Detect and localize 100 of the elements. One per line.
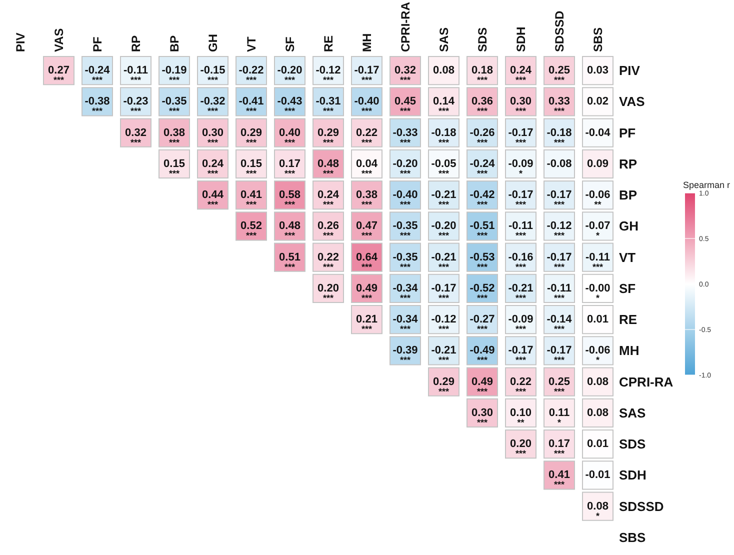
data-label: -0.20 *** (392, 158, 418, 178)
data-label: -0.11 *** (586, 251, 610, 272)
data-label: -0.16 *** (508, 251, 534, 272)
data-label: -0.24 *** (84, 64, 111, 86)
data-label: -0.21 *** (431, 189, 456, 210)
data-label: 0.15 *** (164, 158, 185, 178)
data-label: 0.17 *** (279, 158, 300, 178)
data-label: 0.01 (587, 314, 608, 326)
data-label: -0.09 * (508, 158, 534, 178)
data-label: 0.51 *** (279, 251, 300, 272)
data-label: 0.02 (587, 96, 608, 108)
data-label: 0.17 *** (548, 438, 570, 459)
data-label: -0.11 *** (124, 64, 148, 86)
x-tick-label: SDS (475, 27, 490, 52)
y-tick-label: PIV (619, 63, 640, 78)
data-label: 0.22 *** (356, 126, 378, 148)
x-tick-label: RP (128, 35, 143, 52)
data-label: 0.38 *** (164, 126, 185, 148)
data-label: 0.24 *** (510, 64, 532, 86)
data-label: 0.29 *** (240, 126, 262, 148)
data-label: -0.40 *** (392, 189, 418, 210)
data-label: 0.48 *** (318, 158, 339, 178)
data-label: 0.03 (587, 64, 608, 77)
y-tick-label: SAS (619, 405, 646, 420)
data-label: -0.19 *** (162, 64, 187, 86)
y-tick-label: GH (619, 218, 638, 234)
data-label: -0.21 *** (431, 251, 456, 272)
data-label: -0.11 *** (508, 220, 533, 241)
data-label: -0.26 *** (470, 126, 495, 148)
data-label: -0.52 *** (470, 282, 495, 303)
data-label: -0.21 *** (508, 282, 534, 303)
data-label: 0.14 *** (433, 96, 456, 116)
data-label: -0.23 *** (123, 96, 148, 116)
data-label: 0.30 *** (202, 126, 224, 148)
data-label: 0.47 *** (356, 220, 378, 241)
data-label: 0.09 (587, 158, 608, 170)
x-tick-label: BP (167, 35, 182, 52)
data-label: 0.33 *** (548, 96, 570, 116)
data-label: -0.22 *** (238, 64, 264, 86)
data-label: -0.12 *** (431, 314, 456, 334)
data-label: -0.49 *** (470, 344, 495, 366)
data-label: 0.30 *** (510, 96, 532, 116)
data-label: -0.21 *** (431, 344, 456, 366)
x-tick-label: PIV (13, 32, 28, 52)
y-tick-label: RE (619, 312, 638, 328)
data-label: -0.32 *** (200, 96, 226, 116)
data-label: -0.41 *** (238, 96, 264, 116)
data-label: 0.01 (587, 438, 608, 450)
data-label: 0.38 *** (356, 189, 378, 210)
y-tick-label: SF (619, 280, 636, 296)
data-label: 0.21 *** (356, 314, 378, 334)
data-label: 0.41 *** (240, 189, 262, 210)
y-tick-label: MH (619, 343, 640, 358)
x-tick-label: VAS (52, 28, 66, 52)
data-label: 0.30 *** (472, 406, 493, 428)
x-tick-label: SBS (590, 27, 605, 52)
data-label: -0.20 *** (431, 220, 456, 241)
data-label: 0.32 *** (125, 126, 146, 148)
data-label: -0.43 *** (277, 96, 302, 116)
data-label: 0.36 *** (472, 96, 493, 116)
data-label: 0.64 *** (356, 251, 378, 272)
data-label: 0.49 *** (356, 282, 378, 303)
data-label: 0.15 *** (240, 158, 262, 178)
data-label: -0.20 *** (277, 64, 302, 86)
data-label: -0.35 *** (392, 251, 418, 272)
y-tick-label: VT (619, 250, 636, 265)
data-label: 0.04 *** (356, 158, 378, 178)
data-label: -0.42 *** (470, 189, 495, 210)
data-label: 0.25 *** (548, 64, 570, 86)
x-tick-label: RE (321, 35, 336, 52)
x-tick-label: SF (282, 36, 297, 52)
data-label: -0.01 (585, 469, 610, 482)
x-tick-label: PF (90, 36, 104, 52)
data-label: -0.27 *** (470, 314, 495, 334)
data-label: -0.06 * (585, 344, 610, 366)
data-label: -0.11 *** (547, 282, 572, 303)
y-tick-label: PF (619, 125, 636, 140)
data-label: 0.49 *** (472, 376, 493, 396)
data-label: 0.48 *** (279, 220, 300, 241)
data-label: 0.20 *** (510, 438, 532, 459)
data-label: -0.17 *** (508, 126, 534, 148)
data-label: -0.09 *** (508, 314, 534, 334)
data-label: 0.52 *** (240, 220, 262, 241)
data-label: 0.08 (587, 406, 608, 419)
data-label: 0.32 *** (394, 64, 416, 86)
data-label: -0.34 *** (392, 282, 419, 303)
data-label: -0.18 *** (546, 126, 572, 148)
data-label: 0.41 *** (548, 469, 570, 490)
x-tick-label: CPRI-RA (398, 2, 412, 52)
data-label: 0.24 *** (318, 189, 340, 210)
y-tick-label: CPRI-RA (619, 374, 674, 390)
data-label: 0.27 *** (48, 64, 70, 86)
data-label: 0.20 *** (318, 282, 339, 303)
x-tick-label: MH (360, 33, 374, 52)
y-tick-label: BP (619, 188, 638, 203)
data-label: 0.44 *** (202, 189, 224, 210)
y-tick-label: VAS (619, 94, 646, 110)
y-tick-label: SDSSD (619, 498, 664, 514)
y-tick-label: RP (619, 156, 638, 172)
data-label: 0.58 *** (279, 189, 300, 210)
